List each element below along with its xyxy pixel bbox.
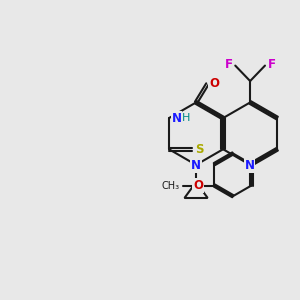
Text: N: N (244, 159, 254, 172)
Text: CH₃: CH₃ (162, 181, 180, 190)
Text: H: H (182, 113, 190, 123)
Text: N: N (172, 112, 182, 124)
Text: N: N (191, 159, 201, 172)
Text: F: F (268, 58, 275, 70)
Text: S: S (195, 143, 203, 156)
Text: O: O (193, 179, 203, 192)
Text: F: F (225, 58, 233, 70)
Text: O: O (209, 76, 219, 90)
